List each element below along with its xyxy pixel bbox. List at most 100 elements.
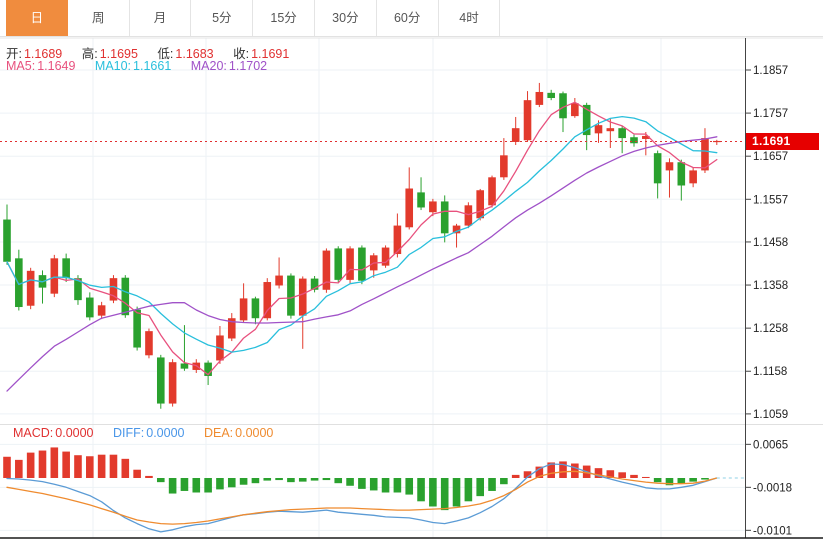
- macd-hist-bar: [121, 458, 130, 478]
- macd-value: 0.0000: [55, 426, 94, 440]
- ma20-label: MA20:: [190, 59, 227, 73]
- macd-hist-bar: [393, 478, 402, 493]
- candle-body: [358, 247, 366, 281]
- tab-15分[interactable]: 15分: [253, 0, 315, 36]
- macd-hist-bar: [440, 478, 449, 511]
- candle-body: [381, 247, 390, 266]
- macd-hist-bar: [677, 478, 686, 484]
- candle-body: [594, 125, 603, 134]
- timeframe-tabbar: 日周月 5分 15分 30分 60分 4时: [0, 0, 823, 37]
- price-tick-label: 1.1458: [753, 237, 788, 249]
- macd-label: MACD:: [13, 426, 54, 440]
- tab-周[interactable]: 周: [67, 0, 130, 36]
- macd-hist-bar: [500, 478, 508, 485]
- macd-hist-bar: [145, 475, 153, 478]
- current-price-tag: 1.1691: [746, 133, 819, 150]
- ma5-line: [6, 101, 718, 376]
- candle-body: [559, 93, 567, 119]
- tab-日[interactable]: 日: [6, 0, 68, 36]
- macd-hist-bar: [50, 447, 59, 478]
- candle-body: [665, 162, 674, 171]
- macd-hist-bar: [665, 478, 674, 486]
- macd-tick-label: 0.0065: [753, 439, 788, 451]
- tab-30分[interactable]: 30分: [314, 0, 377, 36]
- tab-4时[interactable]: 4时: [438, 0, 501, 36]
- candle-body: [582, 104, 591, 136]
- macd-hist-bar: [97, 454, 106, 478]
- candle-body: [547, 92, 555, 99]
- candle-body: [133, 309, 141, 348]
- candle-body: [488, 177, 496, 206]
- candle-body: [618, 128, 626, 139]
- candle-body: [227, 318, 236, 339]
- candle-body: [62, 258, 70, 279]
- macd-hist-bar: [263, 478, 272, 481]
- macd-hist-bar: [452, 478, 461, 507]
- candle-body: [417, 192, 425, 208]
- candle-body: [204, 362, 212, 376]
- candle-body: [606, 128, 615, 132]
- high-label: 高:: [81, 47, 98, 61]
- candle-body: [15, 258, 23, 308]
- macd-hist-bar: [156, 478, 165, 483]
- candle-body: [452, 225, 461, 234]
- candle-body: [476, 190, 484, 219]
- dea-label: DEA:: [203, 426, 234, 440]
- macd-hist-bar: [346, 478, 354, 486]
- macd-hist-bar: [180, 478, 189, 491]
- macd-hist-bar: [369, 478, 378, 491]
- macd-hist-bar: [642, 476, 650, 478]
- macd-hist-bar: [216, 478, 224, 490]
- tab-月[interactable]: 月: [129, 0, 192, 36]
- macd-hist-bar: [488, 478, 496, 491]
- macd-hist-bar: [310, 478, 319, 481]
- diff-line: [6, 463, 718, 533]
- macd-hist-bar: [133, 469, 141, 478]
- macd-hist-bar: [358, 478, 366, 489]
- candle-body: [523, 100, 532, 141]
- macd-hist-bar: [204, 478, 212, 493]
- candle-body: [298, 278, 307, 316]
- candle-body: [464, 205, 473, 226]
- macd-hist-bar: [594, 468, 603, 478]
- macd-hist-bar: [523, 471, 532, 478]
- candle-body: [74, 278, 82, 301]
- macd-hist-bar: [547, 462, 555, 478]
- candle-body: [3, 219, 11, 262]
- tab-5分[interactable]: 5分: [191, 0, 254, 36]
- macd-hist-bar: [381, 478, 390, 493]
- dea-line: [6, 470, 718, 525]
- candle-body: [653, 153, 662, 184]
- candle-body: [26, 270, 35, 306]
- macd-hist-bar: [109, 454, 118, 478]
- macd-hist-bar: [168, 478, 177, 494]
- macd-hist-bar: [86, 456, 94, 478]
- macd-hist-bar: [239, 478, 248, 485]
- tab-60分[interactable]: 60分: [376, 0, 439, 36]
- ma5-value: 1.1649: [37, 59, 76, 73]
- macd-hist-bar: [298, 478, 307, 482]
- macd-hist-bar: [618, 472, 626, 478]
- candle-body: [287, 275, 295, 316]
- macd-hist-bar: [689, 478, 697, 482]
- price-tick-label: 1.1657: [753, 151, 788, 163]
- low-value: 1.1683: [175, 47, 214, 61]
- price-tick-label: 1.1557: [753, 194, 788, 206]
- macd-hist-bar: [405, 478, 414, 495]
- close-value: 1.1691: [251, 47, 290, 61]
- candle-body: [511, 128, 520, 142]
- candle-body: [322, 250, 331, 290]
- candle-body: [440, 201, 449, 234]
- candle-body: [86, 297, 94, 318]
- candle-body: [500, 155, 508, 178]
- candle-body: [156, 357, 165, 404]
- candle-body: [701, 138, 709, 171]
- candle-body: [310, 278, 319, 290]
- candle-body: [334, 248, 343, 280]
- macd-hist-bar: [38, 450, 47, 478]
- macd-hist-bar: [334, 478, 343, 484]
- candle-body: [109, 278, 118, 301]
- open-value: 1.1689: [23, 47, 63, 61]
